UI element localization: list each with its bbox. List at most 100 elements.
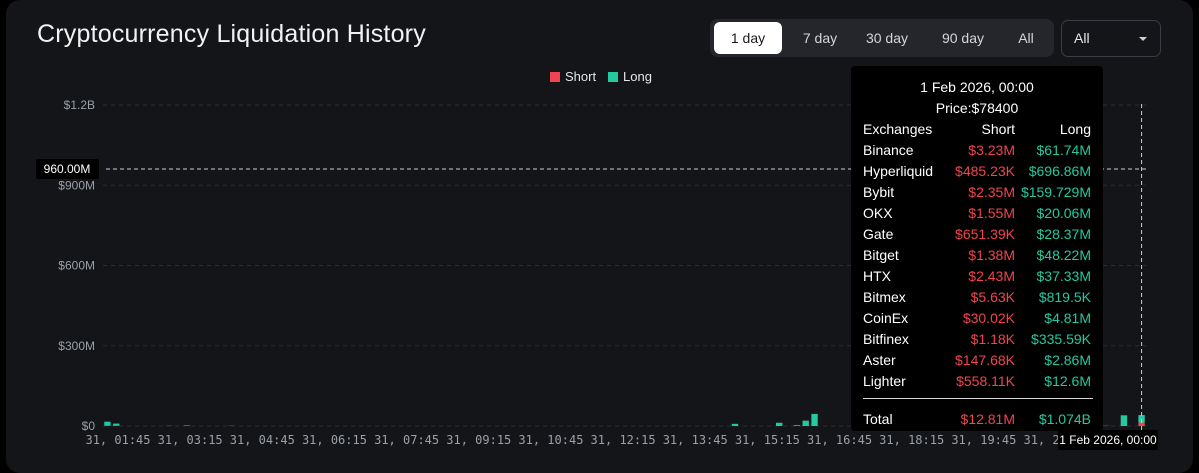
tooltip-row-aster: Aster $147.68K $2.86M [863, 352, 1091, 372]
tooltip-long-value: $819.5K [1038, 289, 1091, 305]
long-bar [1120, 415, 1128, 426]
tooltip-long-value: $37.33M [1036, 268, 1091, 284]
legend-swatch-short [550, 72, 560, 82]
tooltip-long-value: $48.22M [1036, 247, 1091, 263]
chart-legend: Short Long [550, 69, 652, 84]
y-tick-label: $1.2B [64, 98, 95, 112]
chart-tooltip: 1 Feb 2026, 00:00 Price:$78400 Exchanges… [851, 66, 1103, 431]
tooltip-short-value: $651.39K [955, 226, 1015, 242]
chevron-down-icon [1139, 37, 1147, 41]
long-bar [183, 425, 191, 426]
tooltip-short-value: $485.23K [955, 163, 1015, 179]
y-tick-label: $0 [82, 419, 96, 433]
tooltip-name-value: HTX [863, 268, 891, 284]
tooltip-name-value: Bitfinex [863, 331, 909, 347]
exchange-select-value: All [1074, 30, 1090, 46]
tooltip-header-row: Exchanges Short Long [863, 121, 1091, 141]
range-90-day-button[interactable]: 90 day [941, 30, 985, 46]
x-tick-label: 31, 16:45 [807, 433, 872, 447]
tooltip-row-bybit: Bybit $2.35M $159.729M [863, 184, 1091, 204]
tooltip-short-value: Short [981, 121, 1015, 137]
tooltip-name-value: Lighter [863, 373, 906, 389]
tooltip-long-value: $12.6M [1044, 373, 1091, 389]
tooltip-row-okx: OKX $1.55M $20.06M [863, 205, 1091, 225]
tooltip-short-value: $5.63K [970, 289, 1015, 305]
tooltip-name-value: Aster [863, 352, 896, 368]
crosshair-y-label-box [36, 159, 99, 179]
tooltip-row-hyperliquid: Hyperliquid $485.23K $696.86M [863, 163, 1091, 183]
range-1-day-button[interactable]: 1 day [714, 22, 782, 54]
x-tick-label: 31, 13:45 [663, 433, 728, 447]
long-bar [776, 422, 783, 426]
range-30-day-button[interactable]: 30 day [865, 30, 909, 46]
crosshair-y-label-text: 960.00M [44, 162, 91, 176]
long-bar [731, 423, 739, 426]
tooltip-short-value: $2.35M [968, 184, 1015, 200]
crosshair-x-label: 1 Feb 2026, 00:00 [1058, 430, 1158, 450]
long-bar [104, 421, 111, 426]
long-bar [1138, 415, 1145, 423]
tooltip-short-value: $1.18K [970, 331, 1015, 347]
long-bar [793, 425, 801, 426]
page-title: Cryptocurrency Liquidation History [37, 20, 426, 48]
x-tick-label: 31, 10:45 [518, 433, 583, 447]
tooltip-short-value: $558.11K [956, 373, 1015, 389]
x-tick-label: 31, 07:45 [374, 433, 439, 447]
tooltip-short-value: $30.02K [962, 310, 1015, 326]
tooltip-long-value: $335.59K [1031, 331, 1091, 347]
range-all-button[interactable]: All [1018, 30, 1034, 46]
tooltip-short-value: $1.55M [968, 205, 1015, 221]
tooltip-long-value: $4.81M [1044, 310, 1091, 326]
tooltip-short-value: $3.23M [968, 142, 1015, 158]
tooltip-long-value: $1.074B [1038, 411, 1091, 427]
long-bar [113, 423, 120, 426]
tooltip-total-row: Total $12.81M $1.074B [863, 411, 1091, 431]
y-tick-label: $900M [58, 178, 95, 192]
tooltip-long-value: $696.86M [1028, 163, 1091, 179]
tooltip-long-value: $28.37M [1036, 226, 1091, 242]
x-tick-label: 31, 12:15 [591, 433, 656, 447]
tooltip-row-bitmex: Bitmex $5.63K $819.5K [863, 289, 1091, 309]
tooltip-name-value: Exchanges [863, 121, 933, 137]
tooltip-row-binance: Binance $3.23M $61.74M [863, 142, 1091, 162]
x-tick-label: 31, 15:15 [735, 433, 800, 447]
tooltip-date: 1 Feb 2026, 00:00 [920, 79, 1034, 95]
x-tick-label: 31, 01:45 [85, 433, 150, 447]
exchange-select[interactable]: All [1061, 20, 1161, 57]
tooltip-long-value: $2.86M [1044, 352, 1091, 368]
time-range-selector: 1 day 7 day 30 day 90 day All [710, 19, 1054, 57]
x-tick-label: 31, 18:15 [879, 433, 944, 447]
tooltip-row-bitget: Bitget $1.38M $48.22M [863, 247, 1091, 267]
tooltip-short-value: $147.68K [955, 352, 1015, 368]
short-bar [1138, 422, 1145, 426]
long-bar [802, 420, 809, 426]
legend-swatch-long [608, 72, 618, 82]
legend-label-short: Short [565, 69, 596, 84]
tooltip-row-htx: HTX $2.43M $37.33M [863, 268, 1091, 288]
range-7-day-button[interactable]: 7 day [802, 30, 838, 46]
tooltip-long-value: $20.06M [1036, 205, 1091, 221]
y-tick-label: $600M [58, 259, 95, 273]
crosshair-x-label-box [1058, 430, 1158, 450]
tooltip-short-value: $12.81M [960, 411, 1015, 427]
crosshair-y-label: 960.00M [36, 159, 99, 179]
tooltip-long-value: $61.74M [1036, 142, 1091, 158]
tooltip-name-value: Bitmex [863, 289, 906, 305]
tooltip-name-value: Binance [863, 142, 914, 158]
liquidation-card: Cryptocurrency Liquidation History 1 day… [6, 0, 1193, 473]
tooltip-row-coinex: CoinEx $30.02K $4.81M [863, 310, 1091, 330]
tooltip-row-gate: Gate $651.39K $28.37M [863, 226, 1091, 246]
legend-label-long: Long [623, 69, 652, 84]
tooltip-name-value: CoinEx [863, 310, 909, 326]
short-bar [104, 425, 111, 426]
tooltip-long-value: $159.729M [1020, 184, 1091, 200]
tooltip-row-lighter: Lighter $558.11K $12.6M [863, 373, 1091, 393]
tooltip-name-value: Bitget [863, 247, 899, 263]
long-bar [811, 413, 818, 426]
x-tick-label: 31, 09:15 [446, 433, 511, 447]
tooltip-name-value: Total [863, 411, 893, 427]
x-tick-label: 31, 06:15 [302, 433, 367, 447]
tooltip-short-value: $1.38M [968, 247, 1015, 263]
tooltip-short-value: $2.43M [968, 268, 1015, 284]
tooltip-long-value: Long [1059, 121, 1091, 137]
